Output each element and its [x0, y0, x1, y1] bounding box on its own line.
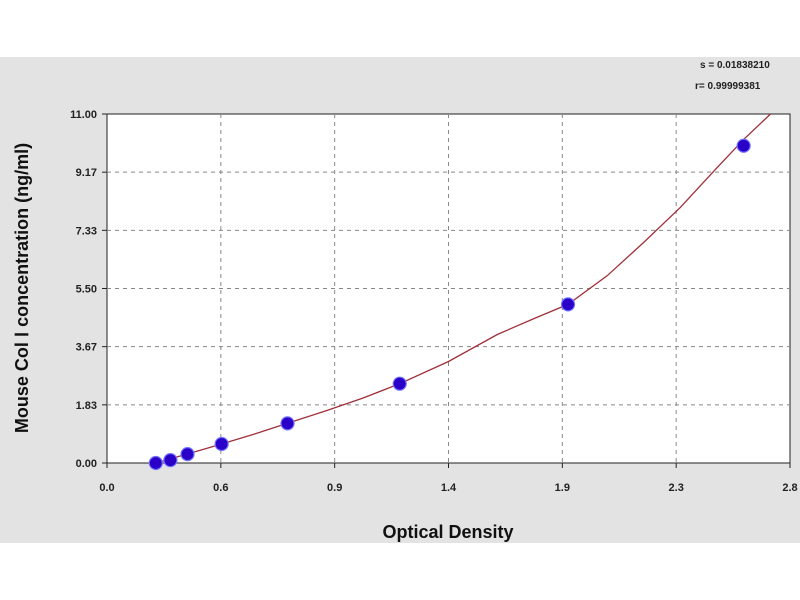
y-tick-label: 7.33 [76, 225, 97, 237]
x-tick-label: 0.0 [99, 482, 114, 494]
x-axis-ticks: 0.0 0.6 0.9 1.4 1.9 2.3 2.8 [99, 463, 798, 494]
x-tick-label: 2.8 [782, 482, 797, 494]
data-point [560, 297, 576, 312]
y-tick-label: 5.50 [76, 284, 97, 296]
y-axis-ticks: 0.00 1.83 3.67 5.50 7.33 9.17 11.00 [70, 109, 107, 470]
x-axis-title: Optical Density [382, 522, 513, 542]
x-tick-label: 2.3 [669, 482, 684, 494]
x-tick-label: 0.9 [327, 482, 342, 494]
y-tick-label: 1.83 [76, 400, 97, 412]
data-point [214, 436, 229, 452]
y-axis-title: Mouse Col Ⅰ concentration (ng/ml) [12, 143, 32, 433]
x-tick-label: 1.9 [555, 482, 570, 494]
y-tick-label: 0.00 [76, 458, 97, 470]
y-tick-label: 11.00 [70, 109, 97, 121]
x-tick-label: 1.4 [441, 482, 457, 494]
data-point [180, 447, 195, 462]
data-point [280, 416, 295, 431]
y-tick-label: 9.17 [76, 167, 97, 179]
s-value-label: s = 0.01838210 [700, 60, 770, 71]
data-point [392, 376, 407, 391]
x-tick-label: 0.6 [213, 482, 228, 494]
grid [107, 114, 790, 463]
data-point [736, 138, 751, 153]
r-value-label: r= 0.99999381 [695, 81, 761, 92]
data-point [163, 453, 178, 468]
data-point [148, 455, 163, 471]
y-tick-label: 3.67 [76, 342, 97, 354]
data-points [148, 138, 751, 471]
fit-curve [155, 113, 771, 464]
